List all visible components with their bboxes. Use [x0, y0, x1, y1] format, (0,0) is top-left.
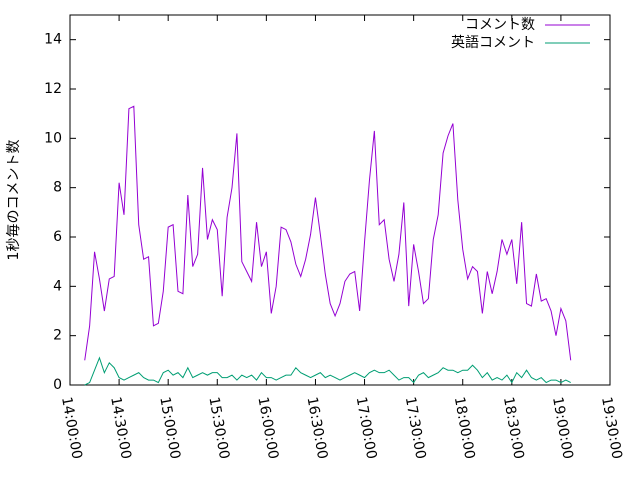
- x-tick-label: 14:30:00: [107, 396, 134, 461]
- x-tick-label: 18:00:00: [451, 396, 478, 461]
- plot-frame: [69, 14, 611, 386]
- y-tick-label: 12: [44, 81, 62, 97]
- x-tick-label: 18:30:00: [500, 396, 527, 461]
- legend-label: 英語コメント: [451, 34, 535, 51]
- x-tick-label: 15:00:00: [156, 396, 183, 461]
- x-tick-label: 14:00:00: [58, 396, 85, 461]
- x-tick-label: 15:30:00: [205, 396, 232, 461]
- y-tick-label: 14: [44, 32, 62, 48]
- y-axis-label: 1秒毎のコメント数: [6, 140, 22, 261]
- y-tick-label: 0: [53, 377, 62, 393]
- x-tick-label: 17:30:00: [402, 396, 429, 461]
- series-line: [84, 356, 571, 386]
- y-tick-label: 10: [44, 130, 62, 146]
- x-tick-label: 17:00:00: [353, 396, 380, 461]
- x-tick-label: 19:00:00: [549, 396, 576, 461]
- series-line: [84, 105, 572, 361]
- x-tick-label: 19:30:00: [598, 396, 625, 461]
- legend-label: コメント数: [465, 17, 535, 33]
- y-tick-label: 6: [53, 229, 62, 245]
- x-tick-label: 16:00:00: [254, 396, 281, 461]
- y-tick-label: 4: [53, 278, 62, 294]
- x-tick-label: 16:30:00: [304, 396, 331, 461]
- y-tick-label: 2: [53, 328, 62, 344]
- y-tick-label: 8: [53, 180, 62, 196]
